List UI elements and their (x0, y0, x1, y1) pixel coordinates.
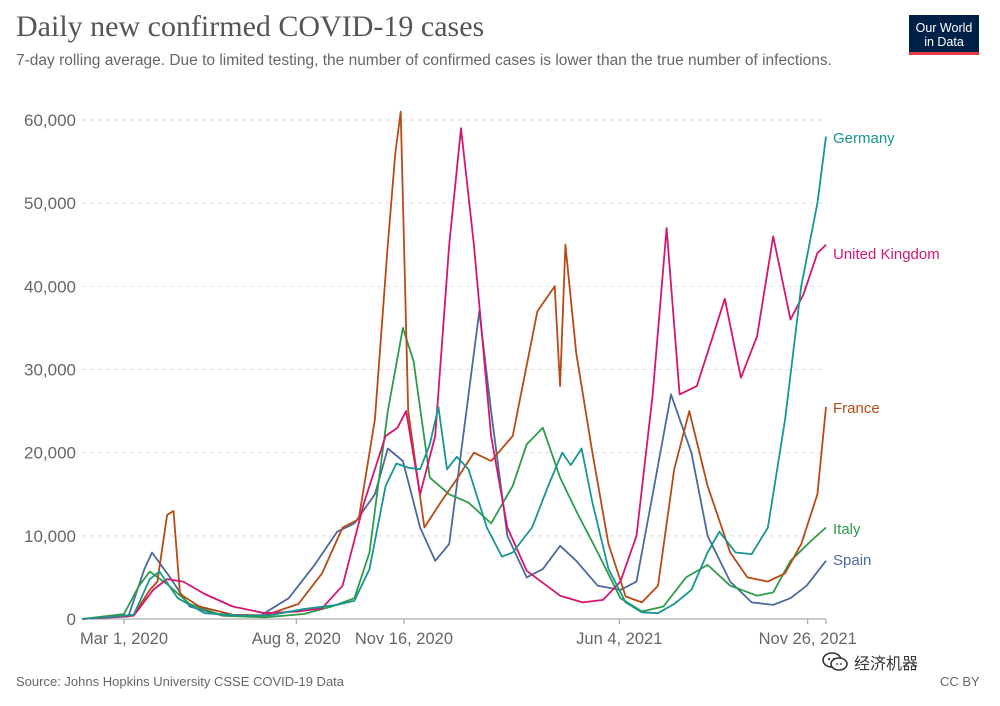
series-labels: Germany United Kingdom France Italy Spain (833, 130, 940, 569)
y-tick-label: 20,000 (24, 444, 76, 463)
wechat-icon (822, 652, 848, 671)
y-axis-tick-labels: 0 10,000 20,000 30,000 40,000 50,000 60,000 (24, 111, 76, 629)
series-label-germany[interactable]: Germany (833, 130, 895, 147)
watermark-text: 经济机器 (854, 656, 919, 673)
source-note: Source: Johns Hopkins University CSSE CO… (16, 674, 345, 689)
series-lines (81, 110, 827, 620)
x-tick-label: Nov 26, 2021 (759, 630, 857, 648)
y-tick-label: 0 (67, 610, 76, 629)
chart-subtitle: 7-day rolling average. Due to limited te… (16, 52, 832, 69)
owid-logo[interactable]: Our World in Data (909, 15, 979, 55)
series-line-italy[interactable] (81, 327, 827, 620)
watermark: 经济机器 (822, 650, 918, 674)
series-line-spain[interactable] (81, 310, 827, 620)
y-tick-label: 60,000 (24, 111, 76, 130)
grid-lines (82, 119, 826, 537)
series-label-italy[interactable]: Italy (833, 521, 861, 538)
y-tick-label: 10,000 (24, 527, 76, 546)
x-tick-label: Nov 16, 2020 (355, 630, 453, 648)
logo-line-1: Our World (915, 21, 973, 35)
logo-line-2: in Data (924, 35, 964, 49)
y-tick-label: 50,000 (24, 194, 76, 213)
series-label-spain[interactable]: Spain (833, 552, 871, 569)
series-line-germany[interactable] (81, 136, 827, 620)
y-tick-label: 30,000 (24, 361, 76, 380)
x-tick-label: Aug 8, 2020 (252, 630, 341, 648)
x-axis: Mar 1, 2020 Aug 8, 2020 Nov 16, 2020 Jun 4,… (80, 618, 857, 648)
chart-title: Daily new confirmed COVID-19 cases (16, 10, 485, 43)
series-line-france[interactable] (81, 110, 827, 620)
y-tick-label: 40,000 (24, 277, 76, 296)
x-tick-label: Mar 1, 2020 (80, 630, 168, 648)
x-tick-label: Jun 4, 2021 (576, 630, 662, 648)
series-line-united-kingdom[interactable] (81, 127, 827, 620)
series-label-united-kingdom[interactable]: United Kingdom (833, 246, 940, 263)
license-link[interactable]: CC BY (940, 674, 980, 689)
series-label-france[interactable]: France (833, 400, 880, 417)
